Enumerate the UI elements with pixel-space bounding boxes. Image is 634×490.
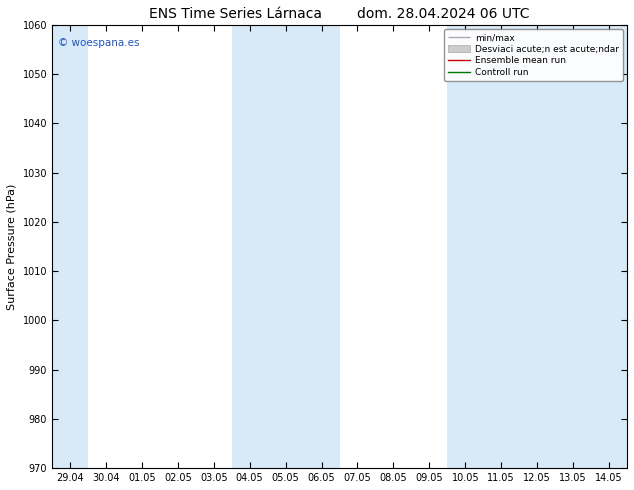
Legend: min/max, Desviaci acute;n est acute;ndar, Ensemble mean run, Controll run: min/max, Desviaci acute;n est acute;ndar…	[444, 29, 623, 81]
Y-axis label: Surface Pressure (hPa): Surface Pressure (hPa)	[7, 183, 17, 310]
Text: © woespana.es: © woespana.es	[58, 38, 139, 48]
Bar	[231, 25, 340, 468]
Bar	[52, 25, 88, 468]
Bar	[448, 25, 627, 468]
Title: ENS Time Series Lárnaca        dom. 28.04.2024 06 UTC: ENS Time Series Lárnaca dom. 28.04.2024 …	[149, 7, 530, 21]
